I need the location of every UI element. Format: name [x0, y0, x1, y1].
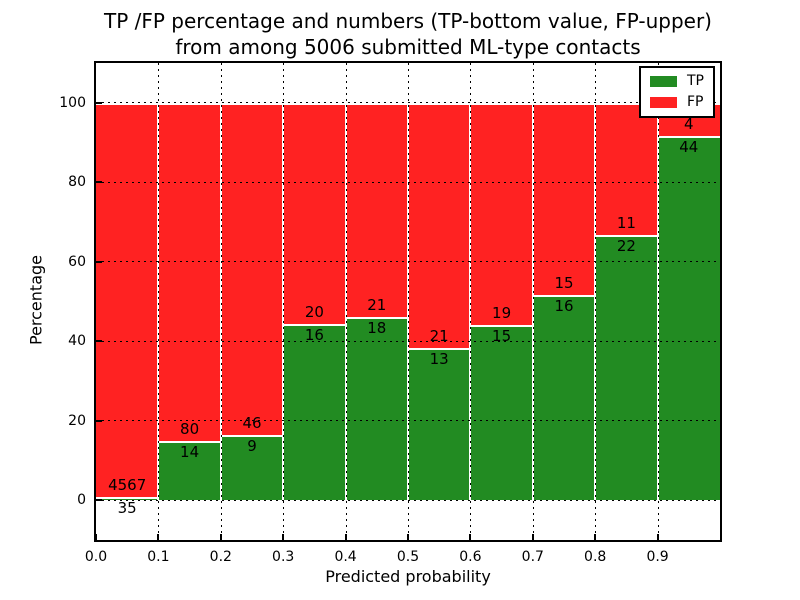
fp-count-label-9: 4 [684, 114, 694, 133]
chart-title-line2: from among 5006 submitted ML-type contac… [175, 35, 641, 59]
x-tick-label-0.9: 0.9 [646, 549, 669, 565]
vgridline-0.6 [470, 63, 472, 540]
bar-segment-tp-7 [532, 295, 596, 501]
plot-area: 4567 35 80 14 46 9 20 16 21 18 21 13 19 15 15 16 11 22 4 44… [94, 61, 722, 542]
bar-segment-tp-5 [408, 348, 471, 501]
bar-segment-tp-1 [158, 441, 221, 501]
fp-count-label-4: 21 [367, 295, 387, 314]
vgridline-0.1 [158, 63, 160, 540]
legend-label-TP: TP [687, 73, 704, 89]
tp-count-label-6: 15 [492, 326, 512, 345]
tp-count-label-8: 22 [616, 237, 636, 256]
legend-swatch-FP [650, 97, 677, 108]
chart-title: TP /FP percentage and numbers (TP-bottom… [96, 8, 720, 60]
bar-segment-fp-3 [283, 102, 346, 324]
fp-count-label-5: 21 [429, 327, 449, 346]
y-tickmark-100 [96, 101, 102, 104]
y-tick-label-80: 80 [68, 174, 86, 191]
y-tick-label-0: 0 [77, 492, 86, 509]
x-tickmark-0.5 [407, 534, 409, 540]
bar-segment-tp-8 [595, 235, 658, 501]
fp-count-label-8: 11 [616, 214, 636, 233]
x-tick-label-0.1: 0.1 [147, 549, 170, 565]
x-tick-label-0.8: 0.8 [584, 549, 607, 565]
x-tickmark-0.4 [344, 534, 347, 540]
bar-segment-fp-2 [220, 102, 284, 436]
y-axis-label: Percentage [26, 254, 46, 346]
tp-count-label-0: 35 [117, 499, 137, 518]
y-tickmark-40 [96, 340, 102, 343]
y-tickmark-60 [96, 260, 102, 263]
chart-title-line1: TP /FP percentage and numbers (TP-bottom… [104, 9, 712, 33]
fp-count-label-0: 4567 [108, 476, 147, 495]
tp-count-label-4: 18 [367, 318, 387, 337]
bar-segment-fp-4 [345, 102, 408, 317]
bar-segment-fp-5 [408, 102, 471, 349]
bar-segment-fp-6 [470, 102, 533, 325]
bar-segment-tp-0 [96, 497, 159, 501]
vgridline-0.8 [595, 63, 597, 540]
legend-label-FP: FP [687, 94, 704, 110]
x-tickmark-0.3 [282, 534, 285, 540]
legend: TP FP [639, 66, 715, 118]
tp-count-label-1: 14 [180, 443, 200, 462]
tp-count-label-5: 13 [429, 350, 449, 369]
y-tick-label-60: 60 [68, 253, 86, 270]
tp-count-label-7: 16 [554, 297, 574, 316]
legend-entry-TP: TP [650, 73, 704, 89]
vgridline-0.7 [532, 63, 534, 540]
x-tick-label-0.2: 0.2 [209, 549, 232, 565]
fp-count-label-7: 15 [554, 274, 574, 293]
bar-segment-tp-3 [283, 323, 346, 501]
bar-segment-fp-0 [96, 102, 159, 498]
bar-segment-fp-1 [158, 102, 221, 442]
vgridline-0.5 [408, 63, 409, 540]
fp-count-label-3: 20 [304, 302, 324, 321]
legend-entry-FP: FP [650, 94, 704, 110]
x-tickmark-0.2 [219, 534, 222, 540]
bar-segment-tp-9 [657, 135, 720, 501]
vgridline-0.3 [283, 63, 285, 540]
bar-segment-tp-4 [345, 316, 408, 501]
x-tickmark-0.8 [594, 534, 597, 540]
x-tickmark-0.1 [157, 534, 160, 540]
y-tickmark-80 [96, 181, 102, 184]
bar-segment-fp-7 [532, 102, 596, 296]
y-tick-label-20: 20 [68, 412, 86, 429]
vgridline-0.4 [345, 63, 347, 540]
bar-segment-tp-2 [220, 435, 284, 501]
y-tick-label-40: 40 [68, 333, 86, 350]
x-tickmark-0.0 [95, 534, 97, 540]
tp-count-label-3: 16 [304, 325, 324, 344]
tp-count-label-9: 44 [679, 137, 699, 156]
x-tick-label-0.7: 0.7 [521, 549, 544, 565]
y-tickmark-20 [96, 419, 102, 422]
x-axis-label: Predicted probability [325, 567, 491, 586]
x-tickmark-0.7 [531, 534, 534, 540]
tp-count-label-2: 9 [247, 437, 257, 456]
bar-segment-tp-6 [470, 324, 533, 501]
x-tickmark-0.6 [469, 534, 472, 540]
bar-segment-fp-8 [595, 102, 658, 236]
vgridline-0.9 [657, 63, 659, 540]
x-tick-label-0.4: 0.4 [334, 549, 357, 565]
fp-count-label-2: 46 [242, 414, 262, 433]
vgridline-0.2 [220, 63, 222, 540]
fp-count-label-6: 19 [492, 303, 512, 322]
x-tick-label-0.0: 0.0 [84, 549, 108, 565]
x-tick-label-0.3: 0.3 [272, 549, 295, 565]
legend-swatch-TP [650, 76, 677, 87]
x-tickmark-0.9 [656, 534, 659, 540]
y-tick-label-100: 100 [59, 94, 86, 111]
fp-count-label-1: 80 [180, 420, 200, 439]
x-tick-label-0.6: 0.6 [459, 549, 482, 565]
y-tickmark-0 [96, 499, 102, 502]
x-tick-label-0.5: 0.5 [396, 549, 420, 565]
